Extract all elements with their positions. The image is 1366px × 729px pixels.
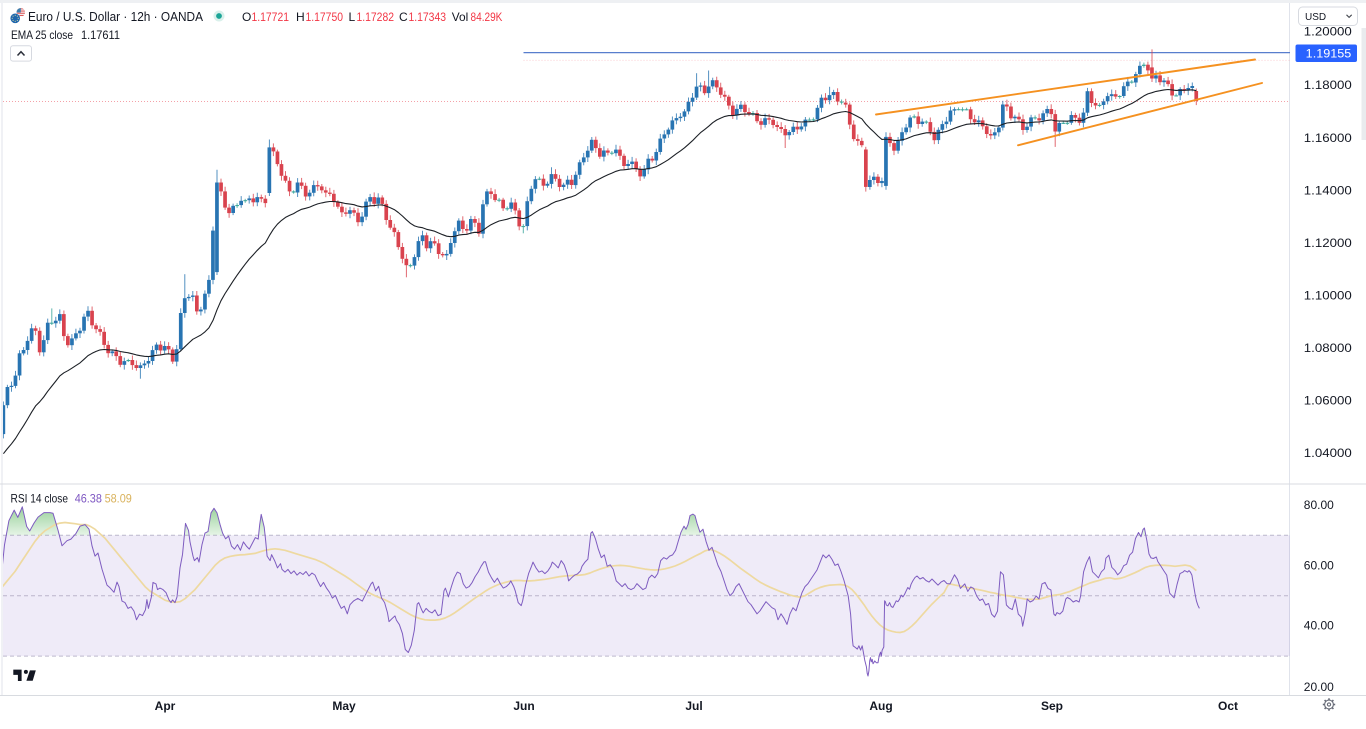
svg-text:H: H xyxy=(296,10,305,24)
svg-text:1.10000: 1.10000 xyxy=(1304,288,1352,302)
svg-text:1.17721: 1.17721 xyxy=(252,10,290,24)
svg-text:Sep: Sep xyxy=(1041,699,1063,713)
svg-text:1.17750: 1.17750 xyxy=(306,10,344,24)
svg-text:1.17282: 1.17282 xyxy=(357,10,395,24)
svg-text:Jul: Jul xyxy=(685,699,702,713)
svg-text:O: O xyxy=(242,10,251,24)
svg-text:20.00: 20.00 xyxy=(1304,680,1334,694)
svg-text:84.29K: 84.29K xyxy=(471,10,503,24)
svg-text:Vol: Vol xyxy=(452,10,469,24)
svg-text:60.00: 60.00 xyxy=(1304,558,1334,572)
svg-text:1.19155: 1.19155 xyxy=(1306,47,1352,61)
svg-text:L: L xyxy=(349,10,356,24)
svg-text:Oct: Oct xyxy=(1218,699,1238,713)
svg-text:1.14000: 1.14000 xyxy=(1304,183,1352,197)
svg-text:1.04000: 1.04000 xyxy=(1304,446,1352,460)
svg-text:May: May xyxy=(332,699,356,713)
svg-text:Aug: Aug xyxy=(869,699,892,713)
svg-text:Jun: Jun xyxy=(513,699,534,713)
svg-text:RSI 14 close: RSI 14 close xyxy=(11,492,69,506)
svg-text:1.16000: 1.16000 xyxy=(1304,131,1352,145)
svg-text:1.06000: 1.06000 xyxy=(1304,393,1352,407)
svg-text:1.08000: 1.08000 xyxy=(1304,341,1352,355)
svg-text:1.20000: 1.20000 xyxy=(1304,24,1352,38)
svg-text:58.09: 58.09 xyxy=(105,492,132,506)
svg-text:Apr: Apr xyxy=(155,699,176,713)
svg-text:Euro / U.S. Dollar · 12h · OAN: Euro / U.S. Dollar · 12h · OANDA xyxy=(28,9,203,24)
svg-text:USD: USD xyxy=(1305,12,1326,23)
svg-text:40.00: 40.00 xyxy=(1304,618,1334,632)
svg-text:46.38: 46.38 xyxy=(75,492,102,506)
svg-text:1.17611: 1.17611 xyxy=(81,28,120,42)
svg-text:EMA 25 close: EMA 25 close xyxy=(11,28,73,42)
svg-text:1.17343: 1.17343 xyxy=(409,10,447,24)
svg-text:80.00: 80.00 xyxy=(1304,498,1334,512)
svg-text:1.18000: 1.18000 xyxy=(1304,78,1352,92)
svg-text:C: C xyxy=(399,10,408,24)
svg-text:1.12000: 1.12000 xyxy=(1304,236,1352,250)
